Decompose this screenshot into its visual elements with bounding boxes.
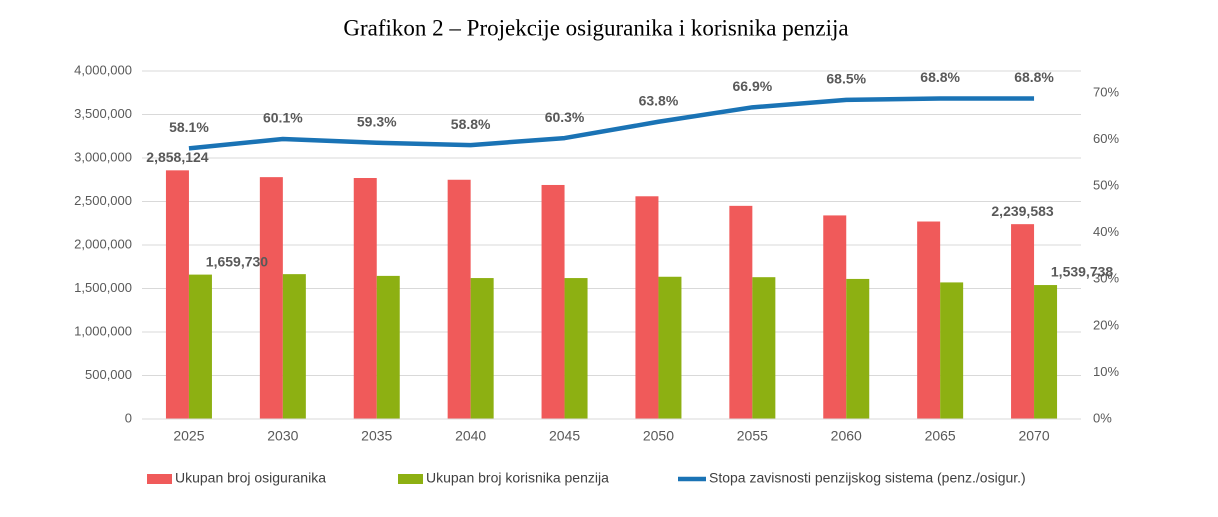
x-tick-label: 2030 (267, 428, 298, 444)
line (188, 96, 1035, 151)
legend-swatch (147, 474, 172, 484)
bar (635, 196, 659, 419)
bar (823, 215, 847, 419)
bar (752, 277, 776, 419)
y2-tick-label: 60% (1093, 131, 1119, 146)
y2-tick-label: 0% (1093, 410, 1112, 425)
y2-tick-label: 70% (1093, 84, 1119, 99)
y2-tick-label: 50% (1093, 178, 1119, 193)
x-tick-label: 2040 (455, 428, 486, 444)
value-label: 2,858,124 (146, 149, 208, 165)
value-label: 58.1% (169, 119, 209, 135)
x-tick-label: 2025 (173, 428, 204, 444)
y-tick-label: 3,500,000 (74, 106, 132, 121)
y2-tick-label: 40% (1093, 224, 1119, 239)
legend-label: Ukupan broj korisnika penzija (426, 470, 609, 486)
bar (541, 184, 565, 419)
bar (376, 275, 400, 419)
value-label: 60.1% (263, 110, 303, 126)
y-tick-label: 1,000,000 (74, 323, 132, 338)
value-label: 66.9% (732, 78, 772, 94)
bar (165, 170, 189, 419)
bar (353, 178, 377, 419)
bar (188, 274, 212, 419)
bar (729, 205, 753, 419)
value-label: 59.3% (357, 113, 397, 129)
bar (282, 274, 306, 419)
y2-tick-label: 30% (1093, 271, 1119, 286)
x-tick-label: 2055 (737, 428, 768, 444)
value-label: 58.8% (451, 116, 491, 132)
y2-tick-label: 10% (1093, 364, 1119, 379)
legend-swatch (398, 474, 423, 484)
value-label: 68.8% (920, 69, 960, 85)
legend-label: Stopa zavisnosti penzijskog sistema (pen… (709, 470, 1026, 486)
value-label: 1,539,738 (1051, 264, 1113, 280)
value-label: 60.3% (545, 109, 585, 125)
value-label: 2,239,583 (991, 203, 1053, 219)
y-tick-label: 500,000 (85, 367, 132, 382)
bar (658, 276, 682, 419)
y-tick-label: 2,500,000 (74, 193, 132, 208)
x-tick-label: 2050 (643, 428, 674, 444)
value-label: 68.5% (826, 71, 866, 87)
bar (917, 221, 941, 419)
y-tick-label: 4,000,000 (74, 62, 132, 77)
bar (470, 278, 494, 419)
value-label: 1,659,730 (206, 253, 268, 269)
y-tick-label: 1,500,000 (74, 280, 132, 295)
chart-title: Grafikon 2 – Projekcije osiguranika i ko… (343, 15, 848, 40)
bar (846, 278, 870, 419)
bar (447, 179, 471, 419)
x-tick-label: 2060 (831, 428, 862, 444)
bar (940, 282, 964, 419)
y-tick-label: 0 (125, 410, 132, 425)
x-tick-label: 2065 (925, 428, 956, 444)
value-label: 68.8% (1014, 69, 1054, 85)
bar (259, 177, 283, 419)
y-tick-label: 2,000,000 (74, 236, 132, 251)
legend-label: Ukupan broj osiguranika (175, 470, 326, 486)
x-tick-label: 2070 (1018, 428, 1049, 444)
y-tick-label: 3,000,000 (74, 149, 132, 164)
x-tick-label: 2035 (361, 428, 392, 444)
bar (1011, 224, 1035, 419)
bar (564, 278, 588, 419)
value-label: 63.8% (639, 92, 679, 108)
bar (1034, 285, 1058, 419)
x-tick-label: 2045 (549, 428, 580, 444)
y2-tick-label: 20% (1093, 317, 1119, 332)
